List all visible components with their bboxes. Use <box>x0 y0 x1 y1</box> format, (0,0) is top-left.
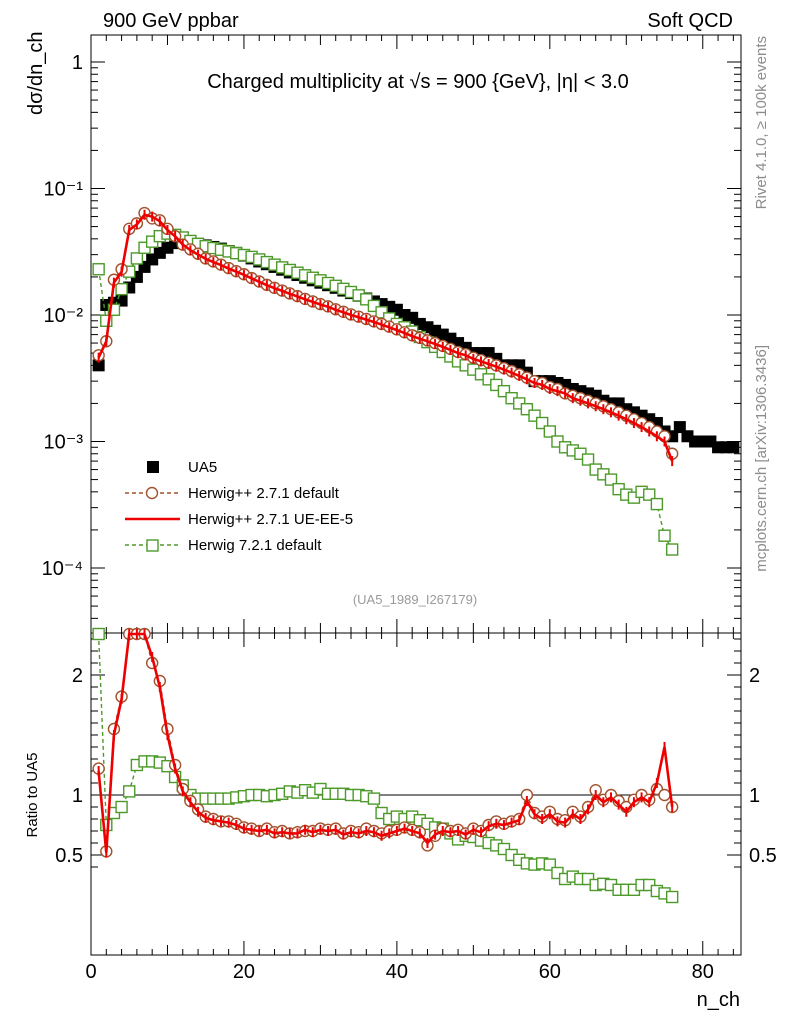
main-y-tick-label: 10⁻³ <box>44 432 84 454</box>
data-point-herwig-7-2-1-default <box>123 785 136 798</box>
series-line-herwig-2-7-1-ue-ee-5 <box>97 632 674 853</box>
main-y-tick-label: 10⁻⁴ <box>42 558 83 580</box>
data-point-herwig-7-2-1-default <box>543 425 557 438</box>
data-point-ua5 <box>727 441 740 454</box>
data-point-herwig-7-2-1-default <box>535 416 549 430</box>
main-y-axis-label: dσ/dn_ch <box>25 31 47 115</box>
x-tick-label: 40 <box>386 961 408 983</box>
ratio-plot-series <box>92 627 679 904</box>
data-point-herwig-7-2-1-default <box>650 497 664 511</box>
chart-title: Charged multiplicity at √s = 900 {GeV}, … <box>207 71 629 93</box>
tick-labels: 110⁻¹10⁻²10⁻³10⁻⁴0.5 0.51 12 20 20 40 60 80 <box>42 52 777 983</box>
main-y-tick-label: 1 <box>72 52 83 74</box>
data-point-herwig-7-2-1-default <box>665 890 679 904</box>
data-point-herwig-7-2-1-default <box>92 627 105 641</box>
ratio-plot-frame <box>90 632 742 956</box>
mcplots-label: mcplots.cern.ch [arXiv:1306.3436] <box>753 345 770 572</box>
data-point-herwig-7-2-1-default <box>367 299 381 313</box>
legend-label-ua5: UA5 <box>188 459 217 476</box>
ratio-y-tick-label: 2 <box>72 665 83 687</box>
ratio-y-tick-label: 0.5 <box>55 845 83 867</box>
data-point-herwig-7-2-1-default <box>115 282 128 296</box>
data-point-herwig-7-2-1-default <box>543 858 557 871</box>
legend-label-herwig7: Herwig 7.2.1 default <box>188 537 322 554</box>
data-point-herwig-7-2-1-default <box>665 543 679 556</box>
data-point-herwig-7-2-1-default <box>360 293 373 306</box>
data-point-herwig-7-2-1-default <box>490 378 503 392</box>
data-point-ua5 <box>92 359 105 372</box>
ratio-y-tick-label-right: 1 <box>749 785 760 807</box>
legend-label-herwigpp-default: Herwig++ 2.7.1 default <box>188 485 340 502</box>
series-line-herwig-2-7-1-ue-ee-5 <box>97 213 674 462</box>
data-point-herwig-7-2-1-default <box>520 403 534 416</box>
data-point-herwig-7-2-1-default <box>100 818 113 832</box>
ratio-y-tick-label: 1 <box>72 785 83 807</box>
ratio-y-tick-label-right: 2 <box>749 665 760 687</box>
legend-label-herwigpp-ueee5: Herwig++ 2.7.1 UE-EE-5 <box>188 511 353 528</box>
ratio-y-axis-label: Ratio to UA5 <box>24 752 41 837</box>
data-point-herwig-7-2-1-default <box>604 473 618 486</box>
main-y-tick-label: 10⁻² <box>44 305 84 327</box>
data-point-herwig-7-2-1-default <box>130 252 144 265</box>
ratio-y-tick-label-right: 0.5 <box>749 845 777 867</box>
x-tick-label: 0 <box>85 961 96 983</box>
header-right: Soft QCD <box>647 10 733 32</box>
data-point-herwig-7-2-1-default <box>497 384 511 398</box>
main-y-tick-label: 10⁻¹ <box>44 179 84 201</box>
data-point-herwig-7-2-1-default <box>107 303 121 316</box>
data-point-herwig-7-2-1-default <box>92 263 105 276</box>
data-point-herwig-7-2-1-default <box>367 792 381 805</box>
axis-ticks <box>90 35 741 955</box>
data-point-herwig-7-2-1-default <box>643 488 656 501</box>
legend-marker-ua5 <box>147 461 159 473</box>
x-axis-label: n_ch <box>697 989 740 1011</box>
data-point-herwig-7-2-1-default <box>115 800 128 814</box>
reference-id: (UA5_1989_I267179) <box>353 592 477 607</box>
x-tick-label: 80 <box>692 961 714 983</box>
legend-marker-herwigpp-default <box>145 486 159 500</box>
rivet-version-label: Rivet 4.1.0, ≥ 100k events <box>753 36 770 209</box>
data-point-herwig-7-2-1-default <box>581 453 595 466</box>
x-tick-label: 20 <box>233 961 255 983</box>
legend-marker-herwig7 <box>146 539 159 552</box>
main-plot-series <box>92 206 740 556</box>
data-point-herwig-7-2-1-default <box>658 529 671 542</box>
series-line-herwig-7-2-1-default <box>97 633 673 898</box>
legend: UA5 Herwig++ 2.7.1 default Herwig++ 2.7.… <box>125 459 353 554</box>
data-point-ua5 <box>673 421 686 434</box>
x-tick-label: 60 <box>539 961 561 983</box>
data-point-herwig-2-7-1-default <box>658 788 671 802</box>
data-point-herwig-7-2-1-default <box>528 409 541 422</box>
header-left: 900 GeV ppbar <box>103 10 239 32</box>
data-point-herwig-7-2-1-default <box>100 314 113 327</box>
